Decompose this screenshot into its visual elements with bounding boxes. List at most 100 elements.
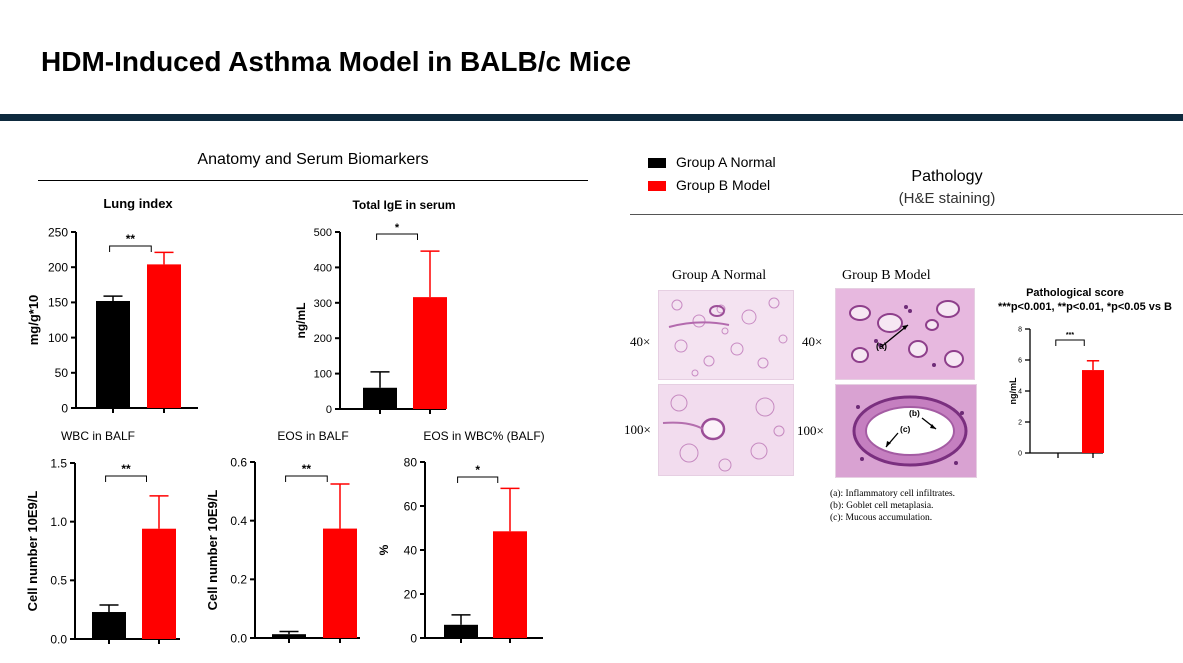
y-tick-label: 200 (314, 333, 332, 345)
footnote-b: (b): Goblet cell metaplasia. (830, 501, 934, 511)
pathology-title: Pathology (911, 168, 983, 185)
y-tick-label: 0 (61, 401, 68, 415)
anatomy-section-divider (38, 180, 588, 181)
bar-normal (96, 300, 130, 408)
bar-model (413, 297, 447, 409)
significance-label: ** (126, 232, 136, 246)
significance-label: * (475, 463, 480, 477)
y-tick-label: 20 (404, 587, 418, 601)
significance-bracket (285, 475, 328, 482)
legend-label-model: Group B Model (676, 177, 771, 193)
y-tick-label: 80 (404, 455, 418, 469)
annotation-a: (a) (876, 341, 887, 351)
y-tick-label: 250 (48, 225, 68, 239)
y-tick-label: 4 (1018, 389, 1022, 396)
significance-bracket (109, 245, 152, 252)
magnification-label-40-model: 40× (802, 334, 823, 349)
y-tick-label: 500 (314, 227, 332, 239)
bar-normal (272, 634, 306, 638)
chart-lung-index: Lung index 0 50 100 150 200 250 mg/g*10 ** (26, 196, 198, 415)
slide-title: HDM-Induced Asthma Model in BALB/c Mice (41, 46, 632, 77)
significance-bracket (105, 475, 147, 482)
bar-model (493, 531, 527, 638)
chart-title: Total IgE in serum (352, 198, 455, 212)
significance-bracket (376, 233, 418, 240)
chart-wbc-balf: WBC in BALF 0.0 0.5 1.0 1.5 Cell number 10E9/… (25, 429, 180, 646)
y-tick-label: 400 (314, 262, 332, 274)
chart-eos-balf: EOS in BALF 0.0 0.2 0.4 0.6 Cell number 10E9/… (205, 429, 360, 645)
anatomy-section-title: Anatomy and Serum Biomarkers (197, 151, 429, 168)
bar-normal (444, 624, 478, 638)
y-tick-label: 0 (326, 404, 332, 416)
bar-normal (92, 612, 126, 639)
annotation-b: (b) (909, 408, 920, 418)
y-tick-label: 100 (314, 369, 332, 381)
histology-image-normal-100x (658, 384, 794, 476)
legend-label-normal: Group A Normal (676, 154, 776, 170)
chart-subtitle: ***p<0.001, **p<0.01, *p<0.05 vs B (998, 301, 1172, 313)
histology-image-normal-40x (658, 290, 794, 380)
y-tick-label: 2 (1018, 420, 1022, 427)
chart-eos-wbc-percent: EOS in WBC% (BALF) 0 20 40 60 80% * (377, 429, 545, 645)
chart-title: EOS in BALF (277, 429, 348, 443)
y-tick-label: 0.0 (50, 632, 67, 646)
y-tick-label: 0.2 (230, 573, 247, 587)
y-tick-label: 150 (48, 296, 68, 310)
y-tick-label: 0.6 (230, 455, 247, 469)
footnote-c: (c): Mucous accumulation. (830, 513, 933, 523)
y-tick-label: 6 (1018, 358, 1022, 365)
chart-title: EOS in WBC% (BALF) (423, 429, 544, 443)
magnification-label-100-model: 100× (797, 423, 824, 438)
y-axis-label: Cell number 10E9/L (25, 491, 40, 612)
y-axis-label: mg/g*10 (26, 295, 41, 346)
magnification-label-100-normal: 100× (624, 422, 651, 437)
y-tick-label: 0.4 (230, 514, 247, 528)
y-tick-label: 300 (314, 298, 332, 310)
y-tick-label: 0.0 (230, 631, 247, 645)
y-axis-label: ng/mL (294, 303, 308, 339)
significance-bracket (1055, 339, 1085, 346)
y-tick-label: 8 (1018, 327, 1022, 334)
y-axis-label: ng/mL (1008, 377, 1018, 404)
footnote-a: (a): Inflammatory cell infiltrates. (830, 489, 956, 499)
bar-normal (363, 387, 397, 409)
y-axis-label: % (377, 544, 391, 555)
title-divider-bar (0, 114, 1183, 121)
y-tick-label: 40 (404, 543, 418, 557)
annotation-c: (c) (900, 424, 911, 434)
legend-item-normal: Group A Normal (648, 154, 776, 170)
bar-model (142, 528, 176, 639)
chart-title: Pathological score (1026, 287, 1124, 299)
significance-label: *** (1066, 332, 1074, 339)
legend-item-model: Group B Model (648, 177, 770, 193)
significance-label: ** (121, 462, 131, 476)
pathology-subtitle: (H&E staining) (898, 190, 996, 207)
chart-title: WBC in BALF (61, 429, 135, 443)
histology-image-model-40x: (a) (835, 288, 975, 380)
chart-total-ige: Total IgE in serum 0 100 200 300 400 500 ng/mL * (294, 198, 456, 416)
y-tick-label: 0 (410, 631, 417, 645)
histology-image-model-100x: (b) (c) (835, 384, 977, 478)
y-tick-label: 0.5 (50, 574, 67, 588)
y-tick-label: 1.0 (50, 515, 67, 529)
chart-title: Lung index (103, 196, 173, 211)
y-tick-label: 200 (48, 261, 68, 275)
significance-label: * (395, 222, 400, 234)
bar-model (323, 528, 357, 638)
y-tick-label: 60 (404, 499, 418, 513)
bar-model (147, 264, 181, 408)
y-axis-label: Cell number 10E9/L (205, 490, 220, 611)
significance-label: ** (302, 462, 312, 476)
magnification-label-40-normal: 40× (630, 334, 651, 349)
bar-model (1082, 370, 1104, 453)
pathology-section-divider (630, 214, 1183, 215)
legend-swatch-normal (648, 158, 666, 169)
y-tick-label: 1.5 (50, 456, 67, 470)
y-tick-label: 50 (55, 366, 69, 380)
chart-pathological-score: Pathological score ***p<0.001, **p<0.01, … (998, 287, 1172, 458)
y-tick-label: 0 (1018, 451, 1022, 458)
significance-bracket (457, 476, 499, 483)
histology-column-normal: Group A Normal (672, 268, 767, 283)
histology-column-model: Group B Model (842, 268, 931, 283)
y-tick-label: 100 (48, 331, 68, 345)
